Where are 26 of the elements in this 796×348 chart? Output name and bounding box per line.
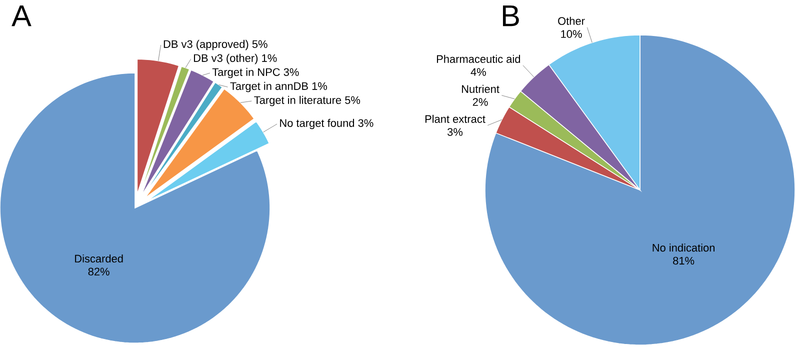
- chart-title: A: [12, 6, 32, 26]
- data-label: 2%: [472, 98, 488, 106]
- slice-label: No indication: [652, 244, 714, 252]
- data-label: 5%: [252, 40, 268, 48]
- slice-label: Nutrient: [462, 84, 500, 93]
- slice-label: Target in annDB: [230, 82, 308, 92]
- slice-label: Discarded: [75, 254, 123, 263]
- slice-label: DB v3 (approved): [164, 40, 248, 50]
- slice-label: Target in NPC: [212, 68, 280, 78]
- chart-title: B: [502, 6, 519, 26]
- data-label: 81%: [673, 256, 694, 265]
- data-label: 82%: [88, 268, 110, 276]
- data-label: 3%: [284, 68, 299, 76]
- slice-label: Plant extract: [425, 114, 486, 123]
- data-label: 10%: [561, 30, 582, 38]
- slice-label: Pharmaceutic aid: [436, 54, 520, 63]
- slice-label: No target found: [280, 118, 354, 130]
- slice-label: DB v3 (other): [194, 54, 258, 64]
- data-label: 5%: [345, 96, 360, 104]
- slice-label: Other: [558, 16, 585, 25]
- data-label: 1%: [312, 82, 327, 90]
- data-label: 3%: [448, 128, 463, 136]
- data-label: 4%: [470, 68, 486, 76]
- data-label: 1%: [262, 54, 277, 62]
- data-label: 3%: [358, 119, 374, 127]
- slice-label: Target in literature: [254, 96, 342, 106]
